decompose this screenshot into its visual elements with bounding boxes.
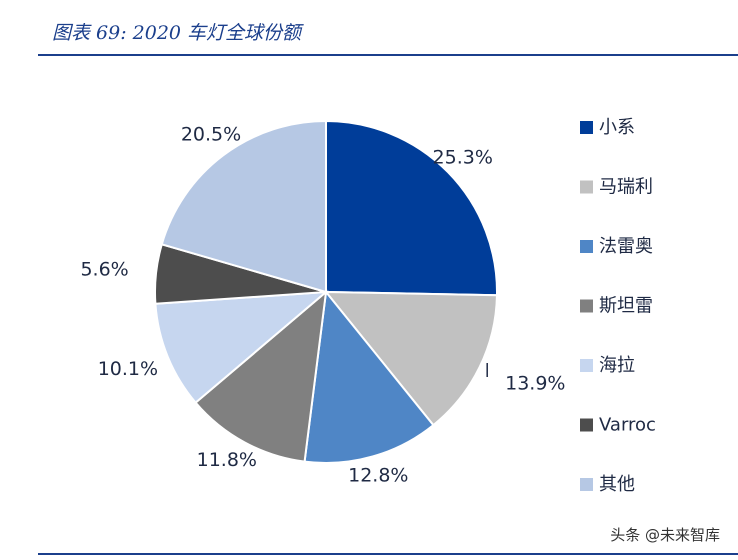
legend-swatch-3 [580,240,593,253]
footer-divider [38,553,738,555]
legend-swatch-1 [580,121,593,134]
chart-title: 图表 69: 2020 车灯全球份额 [52,22,302,44]
data-label-5: 10.1% [98,358,158,380]
pie-slice-7 [160,119,327,294]
pie-slices [154,119,498,464]
legend-label-2: 马瑞利 [599,177,653,198]
legend-label-5: 海拉 [599,355,635,376]
data-labels: 25.3% 13.9% 12.8% 11.8% 10.1% 5.6% 20.5% [80,123,565,486]
pie-slice-3 [303,289,435,464]
data-label-6: 5.6% [80,258,128,280]
legend-label-6: Varroc [599,415,656,436]
legend-label-3: 法雷奥 [599,236,653,257]
data-label-4: 11.8% [197,449,257,471]
pie-slice-5 [154,290,329,405]
legend-swatch-2 [580,180,593,194]
legend-swatch-7 [580,478,593,491]
legend-label-1: 小系 [599,117,635,138]
legend-swatch-6 [580,418,593,432]
data-label-3: 12.8% [348,465,408,487]
legend-label-4: 斯坦雷 [599,296,653,317]
data-label-1: 25.3% [433,146,493,168]
legend-swatch-5 [580,359,593,372]
watermark: 头条 @未来智库 [606,522,724,547]
pie-slice-4 [194,289,328,463]
data-label-2: 13.9% [505,372,565,394]
title-divider [38,54,738,56]
legend-label-7: 其他 [599,474,635,495]
pie-slice-1 [325,119,498,297]
data-label-7: 20.5% [181,123,241,145]
legend-swatch-4 [580,299,593,313]
pie-slice-2 [323,290,498,427]
